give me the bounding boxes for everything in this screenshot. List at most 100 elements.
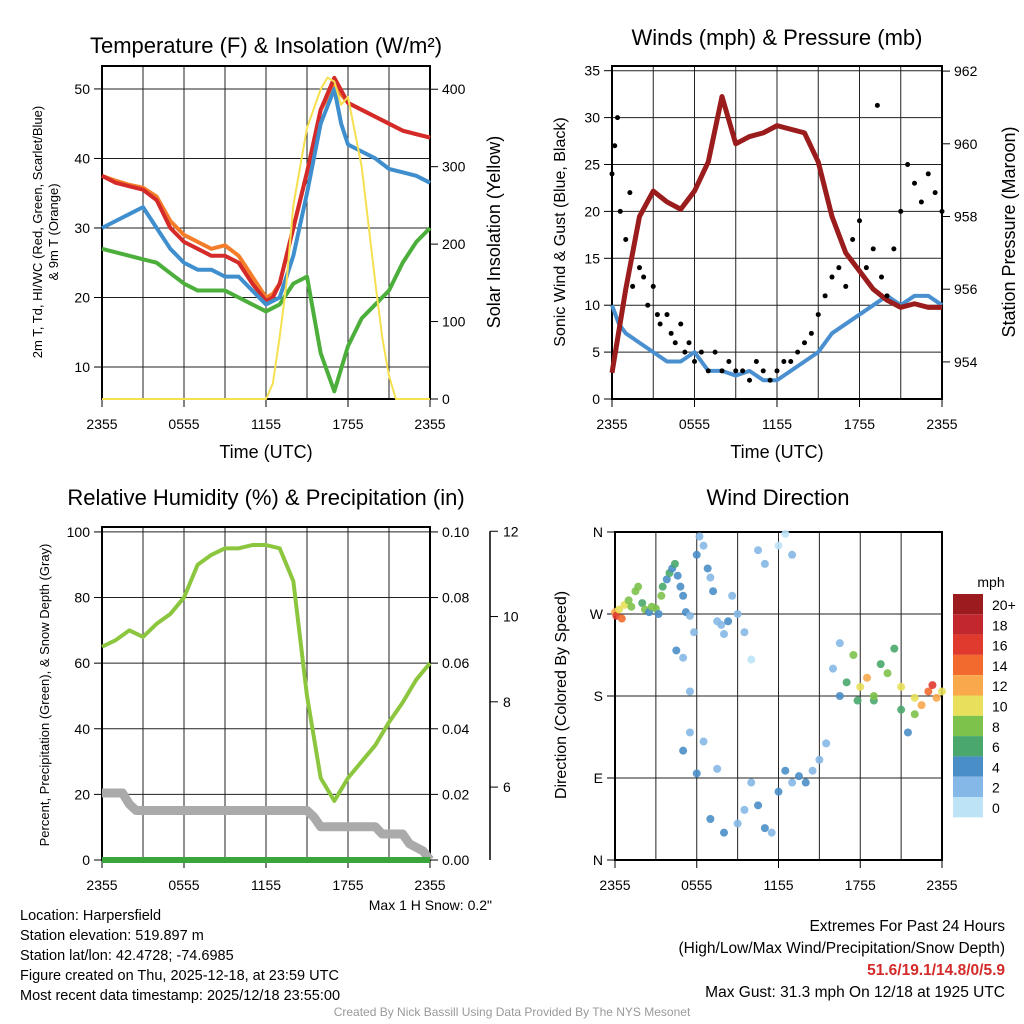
extremes-subtitle: (High/Low/Max Wind/Precipitation/Snow De… (678, 940, 1006, 957)
gust-point (740, 368, 746, 374)
elevation: Station elevation: 519.897 m (20, 928, 204, 944)
gust-point (939, 208, 945, 214)
direction-point (856, 682, 865, 691)
direction-point (728, 591, 737, 600)
direction-point (917, 701, 926, 710)
direction-point (662, 575, 671, 584)
rh-title: Relative Humidity (%) & Precipitation (i… (67, 485, 464, 510)
direction-point (890, 644, 899, 653)
gust-point (627, 190, 633, 196)
wind-xlabel: Time (UTC) (730, 442, 823, 462)
gust-point (760, 368, 766, 374)
temp-xtick-label: 0555 (168, 416, 199, 432)
temp-ytick-label: 30 (74, 220, 90, 236)
gust-point (705, 368, 711, 374)
gust-point (925, 171, 931, 177)
rh-xtick-label: 1755 (332, 877, 363, 893)
wind-ylabel-right: Station Pressure (Maroon) (999, 126, 1019, 337)
direction-point (903, 728, 912, 737)
gust-point (612, 143, 618, 149)
gust-point (788, 358, 794, 364)
temp-xlabel: Time (UTC) (219, 442, 312, 462)
direction-point (740, 805, 749, 814)
legend-swatch (953, 776, 983, 797)
gust-point (657, 321, 663, 327)
wind-ytick-label: 5 (592, 344, 600, 360)
gust-point (672, 340, 678, 346)
rh-xtick-label: 2355 (414, 877, 445, 893)
extremes-values: 51.6/19.1/14.8/0/5.9 (867, 962, 1005, 979)
legend-label: 4 (992, 759, 1000, 775)
direction-point (801, 778, 810, 787)
direction-point (685, 611, 694, 620)
legend-label: 20+ (992, 597, 1016, 613)
dir-ytick-label: S (594, 688, 603, 704)
temp-ytick-right-label: 400 (442, 81, 466, 97)
temp-ytick-right-label: 0 (442, 391, 450, 407)
direction-point (717, 620, 726, 629)
gust-point (905, 161, 911, 167)
temp-series-2m-t (101, 75, 431, 303)
rh-ytick-label: 60 (74, 655, 90, 671)
dir-ytick-label: W (590, 606, 604, 622)
gust-point (733, 368, 739, 374)
direction-point (706, 815, 715, 823)
legend-title: mph (977, 574, 1004, 590)
wind-ytick-right-label: 954 (954, 354, 978, 370)
temp-xtick-label: 2355 (86, 416, 117, 432)
temp-title: Temperature (F) & Insolation (W/m²) (90, 33, 442, 58)
rh-ytick-right-label: 0.08 (442, 590, 469, 606)
temp-ytick-label: 10 (74, 359, 90, 375)
direction-point (815, 755, 824, 764)
direction-point (720, 630, 728, 639)
direction-point (938, 687, 946, 696)
gust-point (918, 199, 924, 205)
gust-point (637, 265, 642, 271)
latlon: Station lat/lon: 42.4728; -74.6985 (20, 948, 234, 964)
wind-ytick-right-label: 958 (954, 209, 978, 225)
direction-point (627, 602, 636, 611)
direction-point (897, 682, 906, 691)
gust-point (630, 283, 636, 289)
wind-ytick-label: 0 (592, 391, 600, 407)
gust-point (678, 321, 684, 327)
direction-point (720, 828, 728, 837)
direction-point (788, 550, 797, 559)
direction-point (658, 582, 667, 591)
snow-depth-line (102, 788, 434, 863)
direction-point (699, 737, 708, 746)
direction-point (928, 681, 937, 690)
legend-label: 0 (992, 800, 1000, 816)
direction-point (679, 591, 688, 600)
temp-series-2m-td (101, 226, 432, 394)
gust-point (843, 283, 849, 289)
dir-ytick-label: E (594, 770, 603, 786)
rh-line (101, 543, 432, 803)
legend-swatch (953, 634, 983, 655)
snow-tick-label: 6 (503, 779, 511, 795)
legend-label: 18 (992, 617, 1008, 633)
dir-ytick-label: N (593, 852, 603, 868)
rh-ytick-label: 100 (67, 524, 91, 540)
wind-plot-frame (611, 65, 943, 400)
created: Figure created on Thu, 2025-12-18, at 23… (20, 968, 339, 984)
rh-ytick-label: 20 (74, 786, 90, 802)
gust-point (719, 368, 725, 374)
wind-ytick-label: 30 (584, 110, 600, 126)
gust-point (617, 208, 623, 214)
direction-point (808, 766, 817, 775)
gust-point (774, 368, 780, 374)
direction-point (829, 664, 837, 673)
direction-point (910, 693, 919, 702)
direction-point (747, 778, 756, 787)
direction-point (713, 764, 722, 773)
direction-point (853, 696, 862, 705)
direction-point (679, 746, 688, 755)
legend-swatch (953, 614, 983, 635)
direction-point (673, 571, 682, 580)
dir-ytick-label: N (593, 524, 603, 540)
rh-xtick-label: 1155 (251, 877, 281, 893)
direction-point (706, 573, 715, 582)
